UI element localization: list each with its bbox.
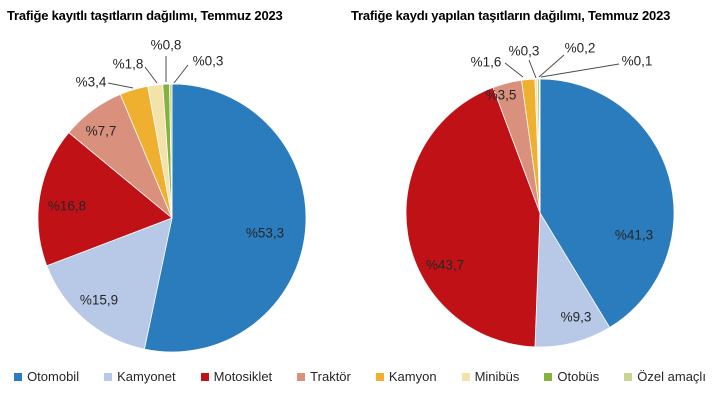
slice-label-motosiklet: %43,7 xyxy=(426,258,464,273)
label-leader-line xyxy=(107,82,134,89)
slice-label-otobus: %0,2 xyxy=(565,41,596,56)
label-leader-line xyxy=(504,62,524,78)
legend-label-motosiklet: Motosiklet xyxy=(213,369,273,384)
slice-label-ozel-amacli: %0,3 xyxy=(193,54,224,69)
legend-label-kamyon: Kamyon xyxy=(388,369,437,384)
slice-label-minibus: %0,3 xyxy=(509,44,540,59)
legend-swatch-kamyon xyxy=(375,372,384,381)
legend-swatch-traktor xyxy=(297,372,306,381)
legend-label-kamyonet: Kamyonet xyxy=(117,369,176,384)
legend-swatch-minibus xyxy=(461,372,470,381)
legend-label-minibus: Minibüs xyxy=(474,369,520,384)
legend-item-kamyon: Kamyon xyxy=(375,369,437,384)
left-chart-title: Trafiğe kayıtlı taşıtların dağılımı, Tem… xyxy=(7,8,283,23)
pie-slice-motosiklet xyxy=(405,87,541,348)
legend-swatch-ozel-amacli xyxy=(624,372,633,381)
legend-item-otomobil: Otomobil xyxy=(14,369,79,384)
legend-label-otomobil: Otomobil xyxy=(27,369,80,384)
slice-label-kamyon: %1,6 xyxy=(471,55,502,70)
slice-label-kamyonet: %15,9 xyxy=(80,293,118,308)
label-leader-line xyxy=(144,66,158,84)
slice-label-traktor: %3,5 xyxy=(486,88,517,103)
legend-item-kamyonet: Kamyonet xyxy=(104,369,176,384)
pie-slice-kamyonet xyxy=(46,217,173,350)
legend-item-ozel-amacli: Özel amaçlı xyxy=(624,369,706,384)
pie-slice-ozel-amacli xyxy=(169,83,173,219)
label-leader-line xyxy=(538,54,565,78)
chart-legend: Otomobil Kamyonet Motosiklet Traktör Kamyon M… xyxy=(0,369,720,384)
legend-swatch-otomobil xyxy=(14,372,23,381)
slice-label-kamyonet: %9,3 xyxy=(561,310,592,325)
pie-slice-kamyonet xyxy=(534,211,611,348)
slice-label-kamyon: %3,4 xyxy=(76,75,107,90)
label-leader-line xyxy=(540,63,620,78)
pie-chart-newly-registered-vehicles: %41,3 %9,3 %43,7 %3,5 %1,6 %0,3 %0,2 %0,1 xyxy=(405,41,675,348)
pie-slice-otomobil xyxy=(143,83,307,353)
slice-label-otobus: %0,8 xyxy=(151,38,182,53)
slice-label-otomobil: %41,3 xyxy=(615,228,653,243)
legend-item-minibus: Minibüs xyxy=(461,369,520,384)
legend-swatch-kamyonet xyxy=(104,372,113,381)
slice-label-ozel-amacli: %0,1 xyxy=(622,54,653,69)
pie-slice-otomobil xyxy=(539,78,675,328)
slice-label-minibus: %1,8 xyxy=(113,57,144,72)
right-chart-title: Trafiğe kaydı yapılan taşıtların dağılım… xyxy=(351,8,671,23)
label-leader-line xyxy=(528,59,537,79)
label-leader-line xyxy=(173,64,189,84)
slice-label-motosiklet: %16,8 xyxy=(48,199,86,214)
slice-label-traktor: %7,7 xyxy=(86,124,117,139)
legend-swatch-otobus xyxy=(544,372,553,381)
slice-label-otomobil: %53,3 xyxy=(246,226,284,241)
legend-item-otobus: Otobüs xyxy=(544,369,599,384)
pie-chart-registered-vehicles: %53,3 %15,9 %16,8 %7,7 %3,4 %1,8 %0,8 %0,3 xyxy=(37,38,307,353)
pie-slice-motosiklet xyxy=(37,132,173,267)
legend-item-traktor: Traktör xyxy=(297,369,351,384)
legend-swatch-motosiklet xyxy=(200,372,209,381)
legend-label-ozel-amacli: Özel amaçlı xyxy=(637,369,706,384)
legend-label-traktor: Traktör xyxy=(310,369,351,384)
legend-label-otobus: Otobüs xyxy=(557,369,600,384)
pie-slice-ozel-amacli xyxy=(538,78,541,214)
legend-item-motosiklet: Motosiklet xyxy=(200,369,273,384)
